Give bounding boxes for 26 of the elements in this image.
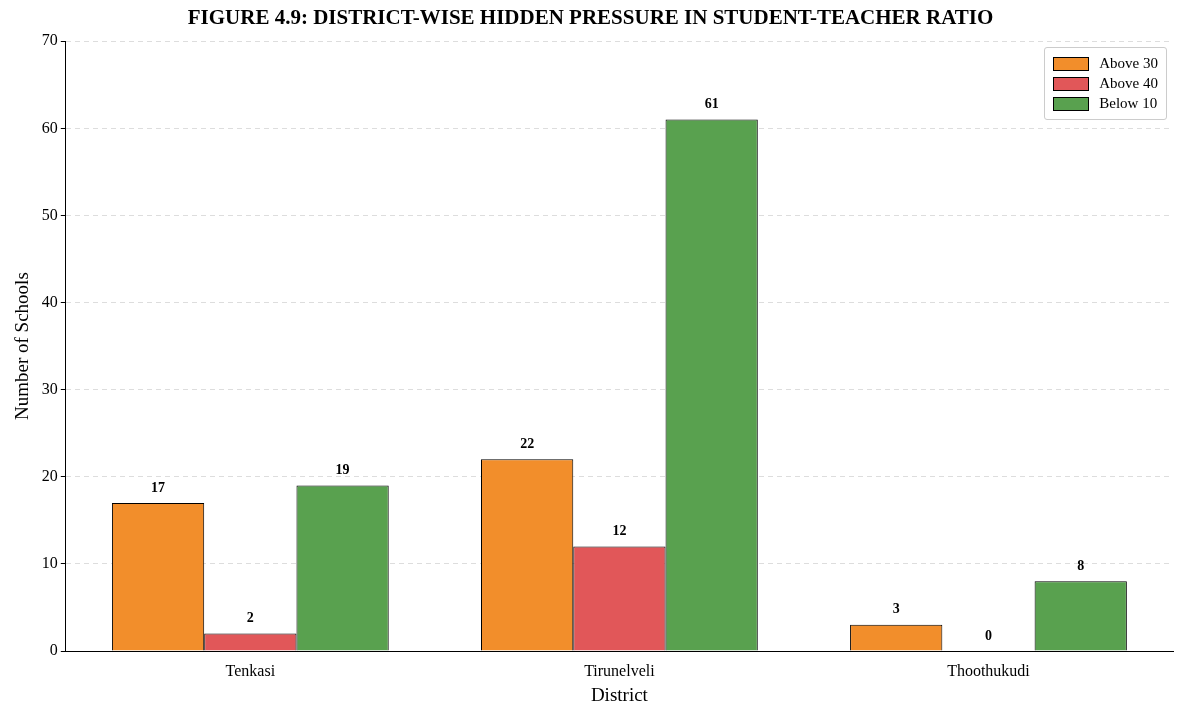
data-label: 8 bbox=[1077, 557, 1085, 573]
x-tick-label: Thoothukudi bbox=[947, 661, 1031, 679]
x-tick-label: Tenkasi bbox=[225, 661, 276, 679]
data-label: 17 bbox=[151, 479, 166, 495]
data-label: 2 bbox=[246, 610, 254, 626]
y-tick-label: 0 bbox=[49, 641, 58, 659]
chart-title: FIGURE 4.9: DISTRICT-WISE HIDDEN PRESSURE IN STUDENT-TEACHER RATIO bbox=[187, 5, 994, 30]
data-label: 12 bbox=[612, 523, 627, 539]
x-tick-label: Tirunelveli bbox=[584, 661, 656, 679]
legend-label: Above 30 bbox=[1099, 55, 1158, 73]
data-label: 61 bbox=[704, 96, 719, 112]
data-label: 0 bbox=[984, 627, 992, 643]
y-axis-title: Number of Schools bbox=[11, 272, 33, 420]
y-tick-label: 30 bbox=[41, 379, 58, 397]
legend-label: Above 40 bbox=[1099, 75, 1158, 93]
y-tick-label: 60 bbox=[41, 118, 58, 136]
y-tick-label: 20 bbox=[41, 466, 58, 484]
y-tick-label: 50 bbox=[41, 205, 58, 223]
x-axis-title: District bbox=[590, 683, 649, 705]
data-label: 19 bbox=[335, 462, 350, 478]
y-tick-label: 10 bbox=[41, 554, 58, 572]
y-tick-label: 70 bbox=[41, 31, 58, 49]
y-tick-label: 40 bbox=[41, 292, 58, 310]
data-label: 22 bbox=[520, 435, 535, 451]
legend-label: Below 10 bbox=[1099, 95, 1158, 113]
data-label: 3 bbox=[892, 601, 900, 617]
